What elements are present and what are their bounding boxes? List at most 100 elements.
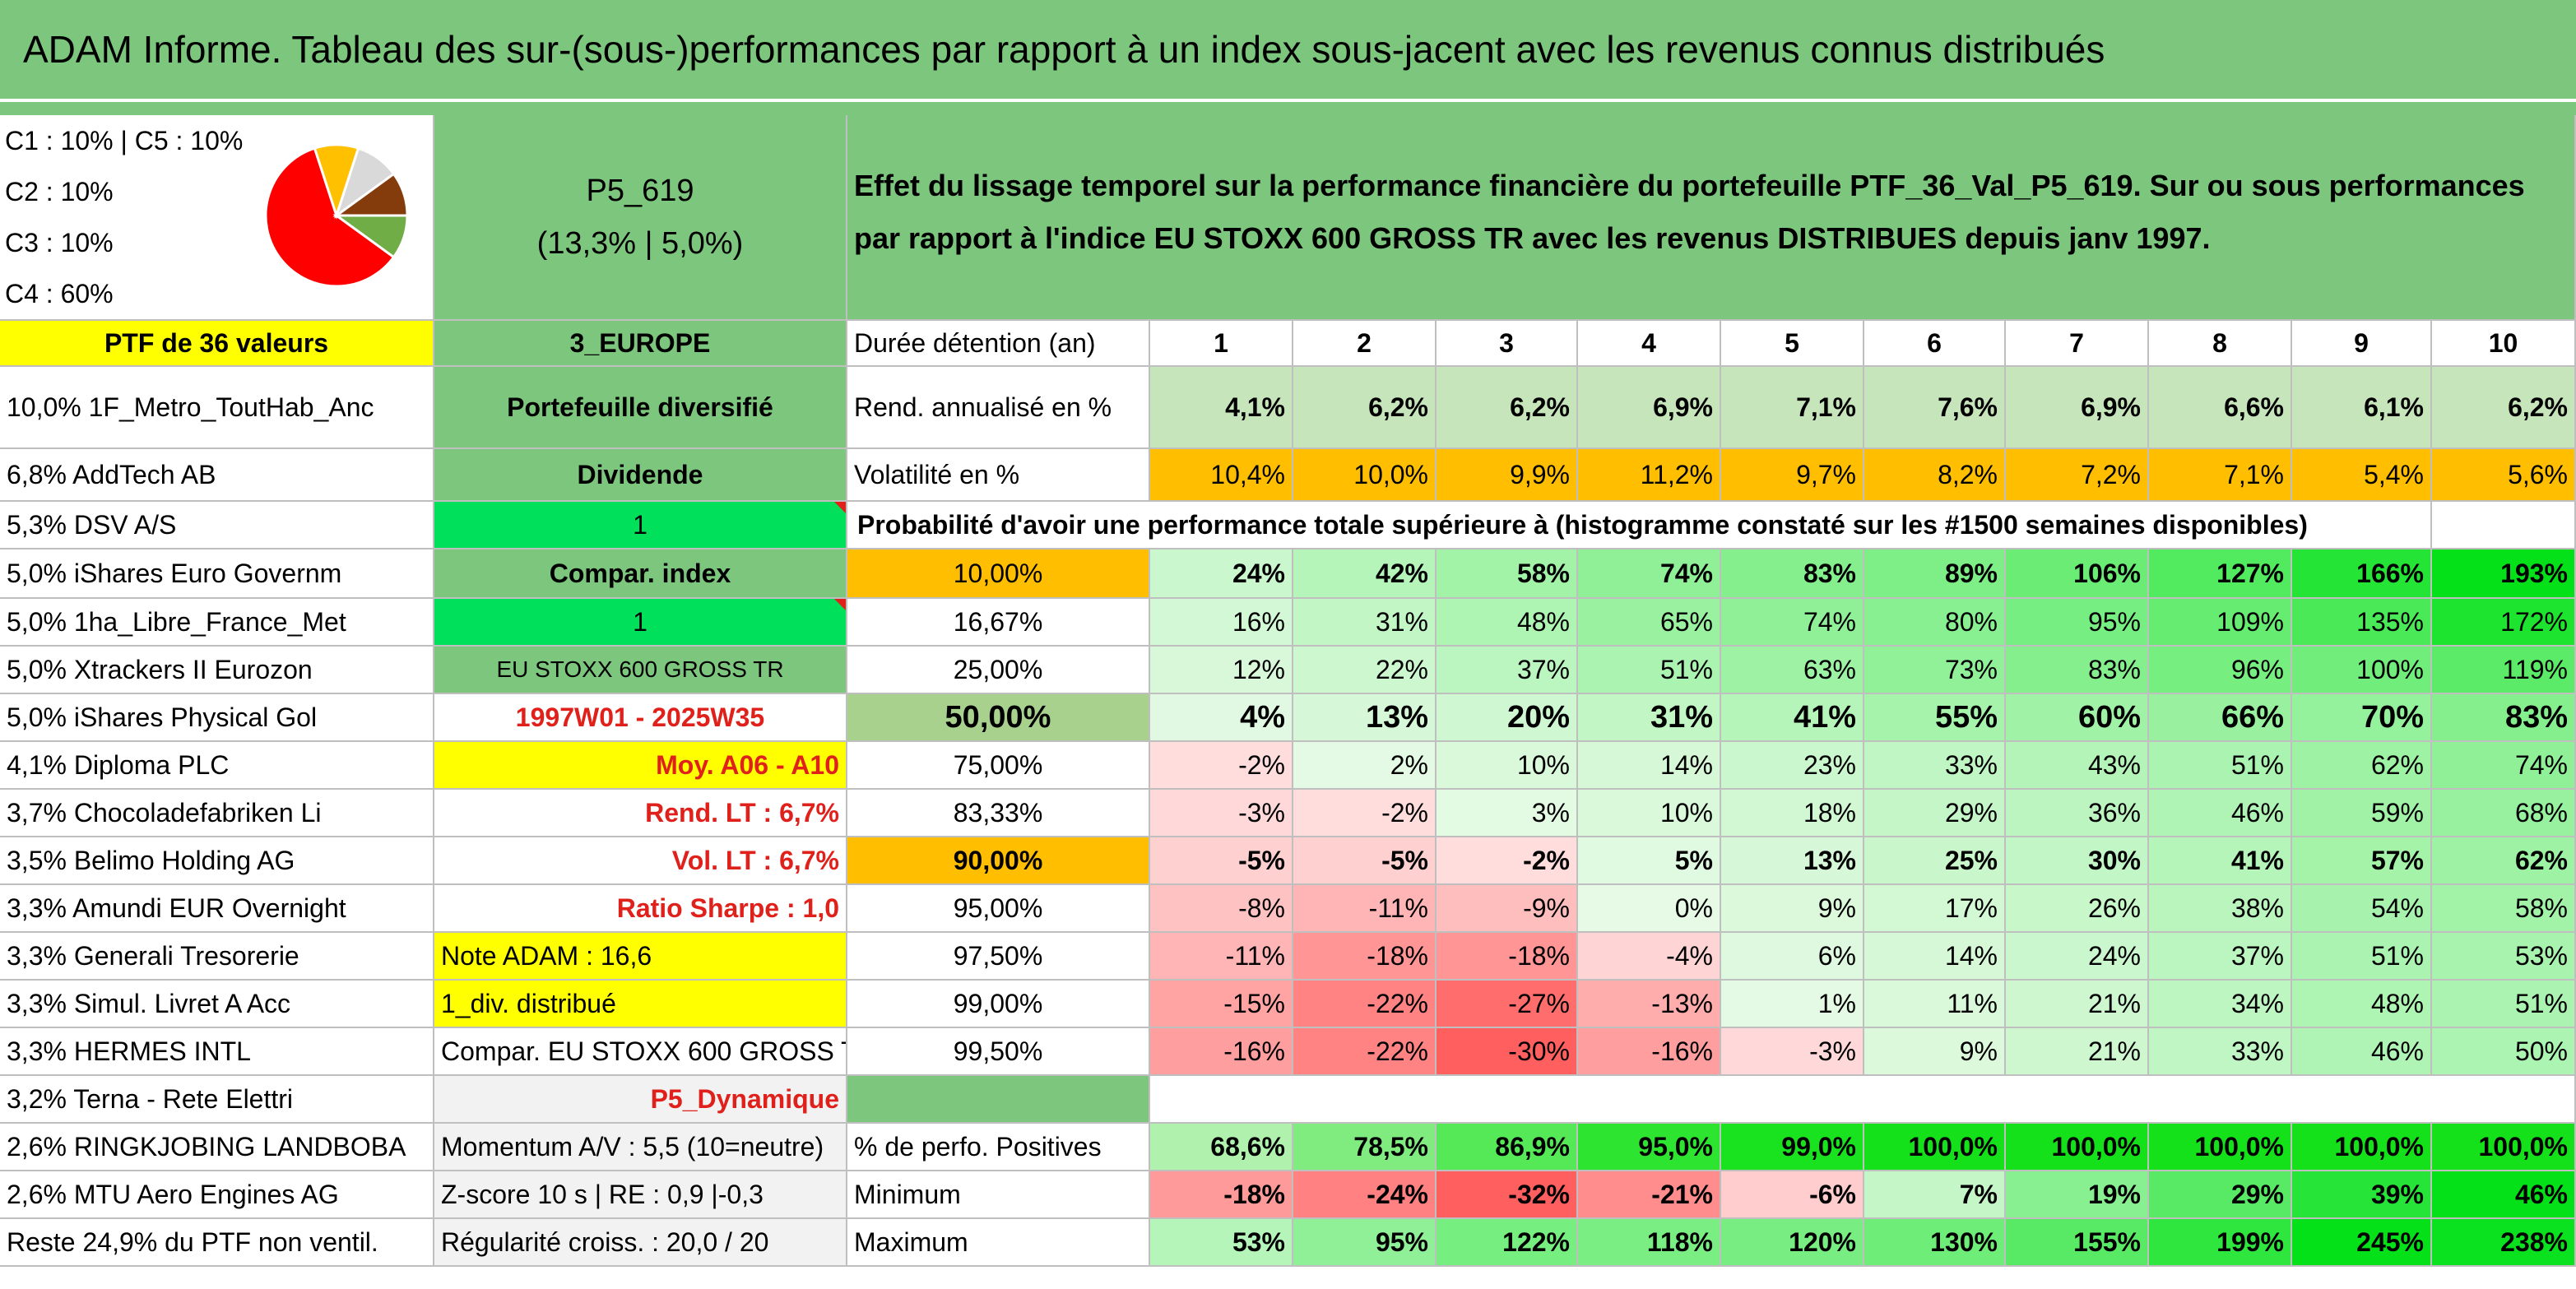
year-header: 6 [1864,321,2006,367]
vol-value: 7,2% [2006,449,2149,502]
positive-value: 78,5% [1293,1124,1437,1171]
probability-value: -22% [1293,1028,1437,1076]
allocation-item: C4 : 60% [5,279,114,308]
probability-threshold: 97,50% [847,933,1150,981]
probability-threshold: 99,50% [847,1028,1150,1076]
moy-label: Moy. A06 - A10 [434,742,847,790]
probability-value: -2% [1150,742,1293,790]
div-label: 1_div. distribué [434,981,847,1028]
maximum-value: 130% [1864,1219,2006,1267]
probability-value: -13% [1578,981,1721,1028]
probability-value: 48% [2292,981,2432,1028]
probability-value: 74% [1721,599,1864,647]
probability-value: 127% [2149,549,2292,599]
probability-value: -2% [1437,837,1578,885]
holding-row: 3,3% Amundi EUR Overnight [0,885,434,933]
probability-value: 62% [2432,837,2576,885]
probability-value: 68% [2432,790,2576,837]
probability-value: 63% [1721,647,1864,694]
dividend-label: Dividende [434,449,847,502]
profile-label: P5_Dynamique [434,1076,847,1124]
maximum-label: Maximum [847,1219,1150,1267]
empty-cell [1150,1076,2576,1124]
year-header: 3 [1437,321,1578,367]
year-header: 5 [1721,321,1864,367]
probability-value: 70% [2292,694,2432,742]
positive-value: 100,0% [2432,1124,2576,1171]
maximum-value: 53% [1150,1219,1293,1267]
probability-value: -18% [1293,933,1437,981]
maximum-value: 238% [2432,1219,2576,1267]
minimum-value: -21% [1578,1171,1721,1219]
probability-value: 38% [2149,885,2292,933]
holding-row: 3,3% Simul. Livret A Acc [0,981,434,1028]
probability-value: 65% [1578,599,1721,647]
probability-value: 25% [1864,837,2006,885]
probability-value: 23% [1721,742,1864,790]
compar-index-label: Compar. index [434,549,847,599]
minimum-value: -24% [1293,1171,1437,1219]
maximum-value: 118% [1578,1219,1721,1267]
probability-value: -2% [1293,790,1437,837]
rend-label: Rend. annualisé en % [847,367,1150,449]
probability-value: -3% [1150,790,1293,837]
probability-threshold: 10,00% [847,549,1150,599]
probability-value: 51% [2292,933,2432,981]
period-label: 1997W01 - 2025W35 [434,694,847,742]
probability-value: 12% [1150,647,1293,694]
positive-value: 100,0% [2006,1124,2149,1171]
probability-threshold: 83,33% [847,790,1150,837]
probability-value: 109% [2149,599,2292,647]
holding-row: 5,0% iShares Physical Gol [0,694,434,742]
probability-threshold: 50,00% [847,694,1150,742]
probability-value: 17% [1864,885,2006,933]
probability-value: 36% [2006,790,2149,837]
probability-value: 10% [1437,742,1578,790]
probability-value: 74% [2432,742,2576,790]
vol-value: 5,6% [2432,449,2576,502]
probability-value: 22% [1293,647,1437,694]
probability-value: 119% [2432,647,2576,694]
portfolio-perf-vol: (13,3% | 5,0%) [536,226,744,261]
regularity-label: Régularité croiss. : 20,0 / 20 [434,1219,847,1267]
probability-value: 26% [2006,885,2149,933]
probability-value: 135% [2292,599,2432,647]
holding-row: Reste 24,9% du PTF non ventil. [0,1219,434,1267]
report-title: ADAM Informe. Tableau des sur-(sous-)per… [0,0,2576,99]
probability-value: 74% [1578,549,1721,599]
probability-value: 54% [2292,885,2432,933]
allocation-pie-chart [264,143,409,288]
probability-value: 2% [1293,742,1437,790]
probability-value: 58% [2432,885,2576,933]
probability-value: 100% [2292,647,2432,694]
title-strip [0,102,2576,115]
maximum-value: 122% [1437,1219,1578,1267]
rend-value: 7,1% [1721,367,1864,449]
positive-value: 100,0% [2149,1124,2292,1171]
comment-marker-icon [834,502,846,513]
compar-full-label: Compar. EU STOXX 600 GROSS TR [434,1028,847,1076]
probability-value: 13% [1721,837,1864,885]
probability-value: 3% [1437,790,1578,837]
probability-value: 50% [2432,1028,2576,1076]
probability-value: 59% [2292,790,2432,837]
holding-row: 10,0% 1F_Metro_ToutHab_Anc [0,367,434,449]
flag-one: 1 [434,502,847,549]
probability-value: -27% [1437,981,1578,1028]
probability-value: 30% [2006,837,2149,885]
rend-value: 6,9% [1578,367,1721,449]
holding-row: 4,1% Diploma PLC [0,742,434,790]
probability-value: 193% [2432,549,2576,599]
probability-threshold: 16,67% [847,599,1150,647]
probability-value: 24% [1150,549,1293,599]
holding-row: 3,3% HERMES INTL [0,1028,434,1076]
description-text: Effet du lissage temporel sur la perform… [847,115,2576,321]
probability-value: 166% [2292,549,2432,599]
probability-value: -15% [1150,981,1293,1028]
holding-row: 5,0% Xtrackers II Eurozon [0,647,434,694]
probability-value: 20% [1437,694,1578,742]
probability-threshold: 75,00% [847,742,1150,790]
positive-label: % de perfo. Positives [847,1124,1150,1171]
probability-threshold: 90,00% [847,837,1150,885]
allocation-item: C1 : 10% | C5 : 10% [5,126,244,155]
